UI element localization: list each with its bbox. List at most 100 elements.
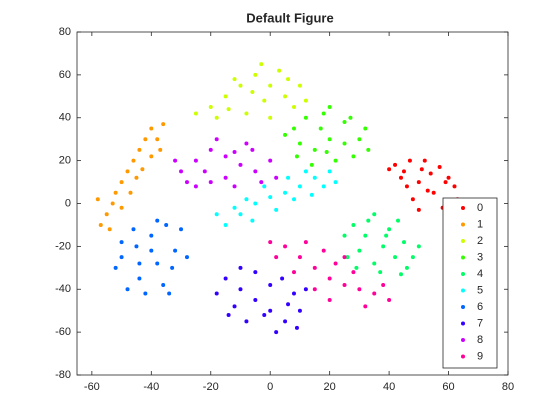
point: [327, 276, 332, 281]
point: [342, 120, 347, 125]
point: [277, 68, 282, 73]
point: [95, 197, 100, 202]
legend-label: 6: [477, 301, 483, 313]
point: [381, 244, 386, 249]
point: [184, 255, 189, 260]
point: [226, 312, 231, 317]
point: [327, 297, 332, 302]
point: [327, 169, 332, 174]
point: [366, 147, 371, 152]
point: [303, 169, 308, 174]
point: [193, 111, 198, 116]
point: [404, 184, 409, 189]
point: [268, 195, 273, 200]
point: [110, 201, 115, 206]
point: [419, 167, 424, 172]
point: [232, 150, 237, 155]
point: [333, 180, 338, 185]
point: [253, 270, 258, 275]
point: [324, 150, 329, 155]
x-tick-label: 40: [383, 381, 395, 393]
point: [238, 162, 243, 167]
point: [291, 291, 296, 296]
x-tick-label: -20: [203, 381, 219, 393]
legend-marker: [461, 222, 465, 227]
point: [158, 147, 163, 152]
point: [155, 137, 160, 142]
point: [143, 291, 148, 296]
point: [250, 147, 255, 152]
legend-label: 7: [477, 317, 483, 329]
point: [416, 244, 421, 249]
point: [327, 105, 332, 110]
point: [381, 282, 386, 287]
point: [398, 272, 403, 277]
point: [396, 218, 401, 223]
point: [312, 287, 317, 292]
point: [286, 302, 291, 307]
point: [119, 180, 124, 185]
point: [321, 111, 326, 116]
legend-label: 4: [477, 268, 483, 280]
plot-area: [76, 31, 509, 376]
point: [259, 180, 264, 185]
point: [113, 265, 118, 270]
point: [407, 158, 412, 163]
point: [286, 77, 291, 82]
point: [357, 287, 362, 292]
point: [244, 141, 249, 146]
point: [345, 255, 350, 260]
point: [143, 137, 148, 142]
point: [232, 184, 237, 189]
x-tick-label: 0: [267, 381, 273, 393]
legend-label: 3: [477, 251, 483, 263]
point: [291, 105, 296, 110]
point: [268, 83, 273, 88]
point: [125, 169, 130, 174]
point: [214, 291, 219, 296]
point: [232, 304, 237, 309]
point: [372, 212, 377, 217]
point: [253, 72, 258, 77]
point: [161, 282, 166, 287]
point: [342, 141, 347, 146]
point: [134, 175, 139, 180]
point: [223, 222, 228, 227]
point: [131, 227, 136, 232]
point: [327, 137, 332, 142]
point: [416, 207, 421, 212]
point: [149, 154, 154, 159]
point: [193, 184, 198, 189]
point: [297, 83, 302, 88]
legend-label: 0: [477, 202, 483, 214]
point: [387, 297, 392, 302]
point: [410, 197, 415, 202]
legend-label: 5: [477, 284, 483, 296]
point: [250, 218, 255, 223]
point: [291, 126, 296, 131]
point: [173, 158, 178, 163]
point: [250, 90, 255, 95]
point: [253, 297, 258, 302]
legend-marker: [461, 272, 465, 276]
point: [259, 62, 264, 67]
y-tick-label: -20: [55, 240, 71, 252]
point: [443, 180, 448, 185]
point: [297, 308, 302, 313]
y-tick-label: 20: [59, 155, 71, 167]
point: [446, 175, 451, 180]
point: [428, 171, 433, 176]
legend-marker: [461, 206, 465, 210]
point: [398, 175, 403, 180]
point: [351, 222, 356, 227]
point: [173, 248, 178, 253]
point: [274, 330, 279, 335]
point: [164, 222, 169, 227]
point: [137, 147, 142, 152]
point: [131, 158, 136, 163]
point: [283, 132, 288, 137]
legend-marker: [461, 338, 465, 342]
point: [333, 158, 338, 163]
point: [303, 115, 308, 120]
